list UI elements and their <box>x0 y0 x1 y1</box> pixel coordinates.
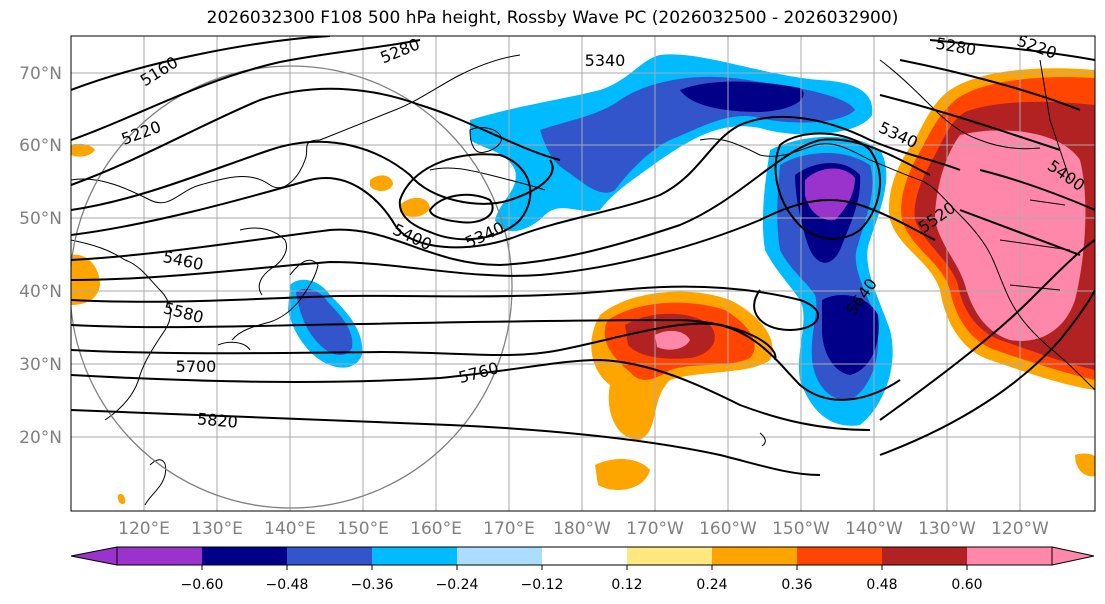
colorbar-segment <box>287 547 372 565</box>
contour-label: 5820 <box>196 409 238 431</box>
lon-label-140e: 140°E <box>264 519 316 539</box>
colorbar-tick-label: 0.60 <box>951 577 982 593</box>
lon-label-160e: 160°E <box>410 519 462 539</box>
colorbar-segment <box>967 547 1052 565</box>
positive-anomaly-region <box>400 197 430 217</box>
colorbar: −0.60 −0.48 −0.36 −0.24 −0.12 0.12 0.24 … <box>70 546 1095 593</box>
colorbar-extend-min <box>70 546 118 566</box>
colorbar-segment <box>542 547 627 565</box>
positive-anomaly-region <box>71 143 95 157</box>
negative-anomaly-extreme <box>805 168 855 221</box>
positive-anomaly-center <box>655 330 690 350</box>
colorbar-segment <box>202 547 287 565</box>
colorbar-tick-label: −0.60 <box>181 577 224 593</box>
colorbar-tick-label: −0.36 <box>351 577 394 593</box>
longitude-labels: 120°E 130°E 140°E 150°E 160°E 170°E 180°… <box>118 519 1049 539</box>
lon-label-140w: 140°W <box>845 519 903 539</box>
lon-label-130e: 130°E <box>191 519 243 539</box>
lon-label-180w: 180°W <box>553 519 611 539</box>
positive-anomaly-region <box>1075 453 1095 477</box>
colorbar-tick-label: −0.24 <box>436 577 479 593</box>
negative-anomaly-center <box>822 295 879 375</box>
lon-label-120e: 120°E <box>118 519 170 539</box>
contour-label: 5340 <box>585 51 626 70</box>
lon-label-160w: 160°W <box>699 519 757 539</box>
colorbar-tick-label: 0.12 <box>611 577 642 593</box>
colorbar-segment <box>457 547 542 565</box>
lon-label-120w: 120°W <box>991 519 1049 539</box>
colorbar-segment <box>627 547 712 565</box>
colorbar-tick-label: 0.36 <box>781 577 812 593</box>
lat-label-40n: 40°N <box>19 282 62 302</box>
lat-label-60n: 60°N <box>19 136 62 156</box>
negative-anomaly-core <box>296 288 353 356</box>
colorbar-tick-label: −0.12 <box>521 577 564 593</box>
latitude-labels: 20°N 30°N 40°N 50°N 60°N 70°N <box>19 64 62 448</box>
lon-label-130w: 130°W <box>918 519 976 539</box>
height-contours <box>71 36 1095 476</box>
lon-label-170e: 170°E <box>483 519 535 539</box>
colorbar-tick-label: −0.48 <box>266 577 309 593</box>
lon-label-150w: 150°W <box>772 519 830 539</box>
colorbar-segment <box>712 547 797 565</box>
lat-label-20n: 20°N <box>19 428 62 448</box>
lat-label-50n: 50°N <box>19 209 62 229</box>
colorbar-extend-max <box>1051 546 1095 566</box>
map-frame <box>70 35 1096 512</box>
radius-circle <box>71 65 513 509</box>
lon-label-150e: 150°E <box>337 519 389 539</box>
lat-label-70n: 70°N <box>19 64 62 84</box>
colorbar-tick-label: 0.24 <box>696 577 727 593</box>
colorbar-segment <box>372 547 457 565</box>
colorbar-segment <box>797 547 882 565</box>
lon-label-170w: 170°W <box>626 519 684 539</box>
lat-label-30n: 30°N <box>19 355 62 375</box>
colorbar-frame <box>116 546 1053 566</box>
colorbar-segment <box>882 547 967 565</box>
colorbar-tick-label: 0.48 <box>866 577 897 593</box>
positive-anomaly-region <box>595 458 650 490</box>
map-title: 2026032300 F108 500 hPa height, Rossby W… <box>206 8 899 28</box>
positive-anomaly-region <box>117 493 126 505</box>
negative-anomaly-center <box>680 81 804 112</box>
colorbar-segment <box>117 547 202 565</box>
positive-anomaly-region <box>370 175 393 192</box>
graticule <box>71 36 1095 511</box>
contour-label: 5280 <box>934 34 977 60</box>
contour-label: 5700 <box>176 357 217 376</box>
